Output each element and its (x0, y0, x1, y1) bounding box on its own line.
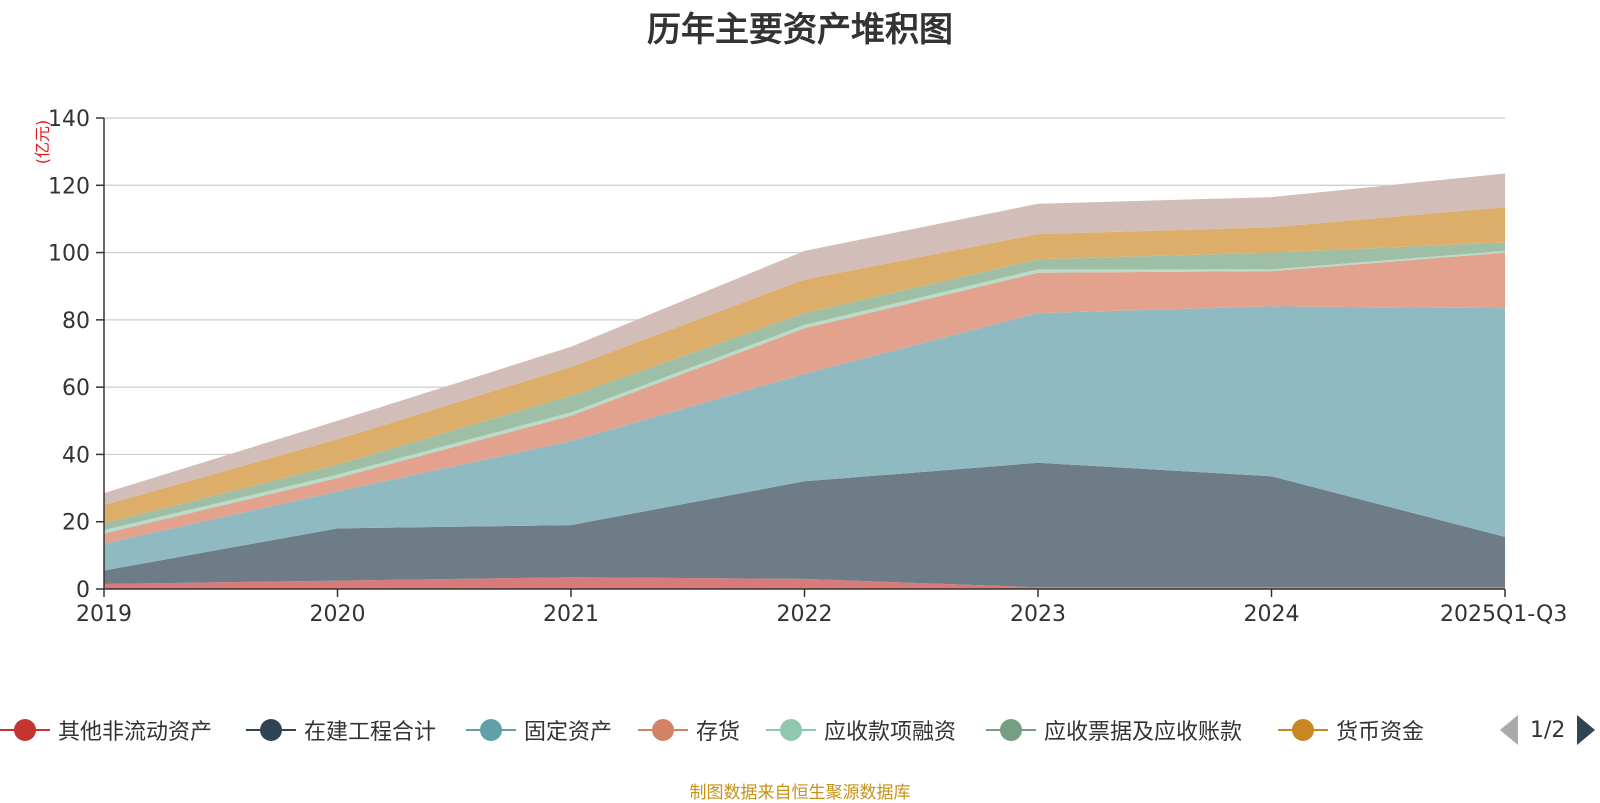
legend-label: 应收票据及应收账款 (1044, 720, 1243, 745)
legend-item[interactable]: 在建工程合计 (246, 712, 436, 748)
x-tick-label: 2023 (1010, 602, 1066, 627)
legend-item[interactable]: 其他非流动资产 (0, 712, 212, 748)
area-series-6[interactable] (104, 207, 1505, 524)
y-tick-label: 120 (48, 174, 90, 199)
legend-marker-icon (638, 712, 688, 748)
legend-marker-icon (0, 712, 50, 748)
y-tick-label: 100 (48, 242, 90, 267)
area-series-2[interactable] (104, 306, 1505, 571)
x-tick-label: 2021 (543, 602, 599, 627)
area-series-0[interactable] (104, 577, 1505, 589)
legend-item[interactable]: 货币资金 (1278, 712, 1424, 748)
x-tick-label: 2020 (310, 602, 366, 627)
y-axis-label: (亿元) (33, 120, 52, 165)
legend-marker-icon (246, 712, 296, 748)
y-tick-label: 40 (62, 443, 90, 468)
legend-label: 存货 (696, 720, 741, 745)
legend-marker-icon (466, 712, 516, 748)
area-series-1[interactable] (104, 462, 1505, 588)
y-tick-label: 80 (62, 309, 90, 334)
legend-label: 固定资产 (524, 720, 613, 745)
legend-page-indicator: 1/2 (1530, 717, 1566, 743)
legend-pager: 1/2 (1500, 712, 1596, 748)
legend-label: 在建工程合计 (304, 720, 437, 745)
y-tick-label: 0 (76, 578, 90, 603)
y-tick-label: 140 (48, 107, 90, 132)
x-tick-label: 2025Q1-Q3 (1440, 602, 1567, 627)
area-series (104, 173, 1505, 589)
legend-marker-icon (766, 712, 816, 748)
triangle-right-icon[interactable] (1577, 715, 1596, 745)
legend-item[interactable]: 固定资产 (466, 712, 612, 748)
legend-item[interactable]: 存货 (638, 712, 740, 748)
legend-item[interactable]: 应收票据及应收账款 (986, 712, 1242, 748)
area-series-3[interactable] (104, 252, 1505, 544)
y-tick-label: 60 (62, 376, 90, 401)
chart-canvas: 0 20 40 60 80 100 120 140 2019 2020 2021 2022 2023 20… (33, 107, 1567, 627)
legend-marker-icon (986, 712, 1036, 748)
axes: 0 20 40 60 80 100 120 140 2019 2020 2021 2022 2023 20… (48, 107, 1567, 627)
triangle-left-icon[interactable] (1500, 715, 1518, 745)
x-tick-label: 2022 (777, 602, 833, 627)
legend-label: 应收款项融资 (824, 720, 957, 745)
chart-title: 历年主要资产堆积图 (647, 10, 953, 50)
x-tick-label: 2024 (1244, 602, 1300, 627)
legend-label: 货币资金 (1336, 720, 1425, 745)
legend-marker-icon (1278, 712, 1328, 748)
legend-item[interactable]: 应收款项融资 (766, 712, 956, 748)
y-tick-label: 20 (62, 511, 90, 536)
data-source-note: 制图数据来自恒生聚源数据库 (689, 783, 911, 803)
area-series-7[interactable] (104, 173, 1505, 505)
legend: 其他非流动资产 在建工程合计 固定资产 存货 应收款项融资 应收票据及应收账款 货币资金 (0, 712, 1600, 748)
legend-label: 其他非流动资产 (58, 720, 213, 745)
x-tick-label: 2019 (76, 602, 132, 627)
